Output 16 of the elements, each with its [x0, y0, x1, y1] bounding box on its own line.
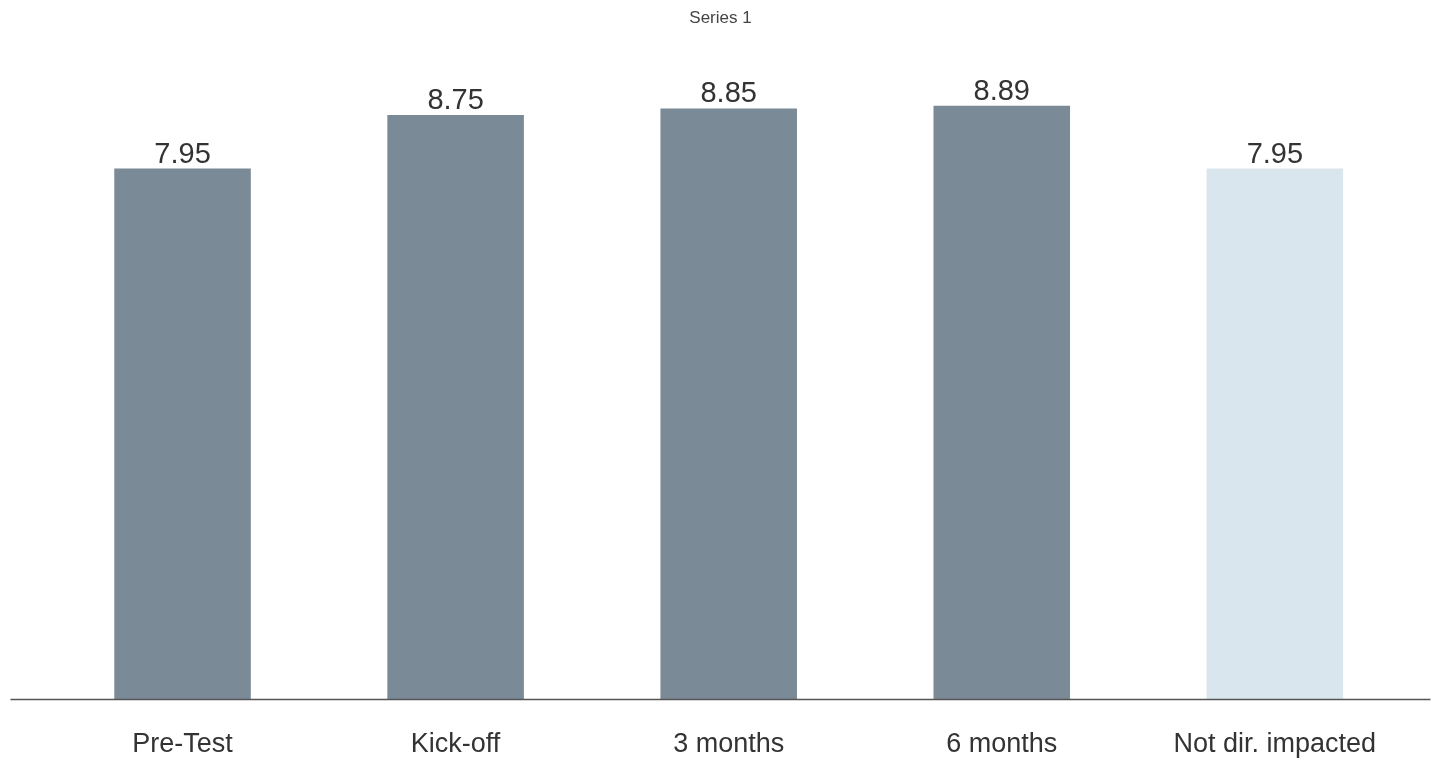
bar: [933, 105, 1071, 700]
x-tick-label: 6 months: [946, 727, 1058, 758]
data-label: 8.75: [427, 83, 484, 116]
x-tick-label: Kick-off: [410, 727, 501, 758]
x-tick-label: 3 months: [673, 727, 785, 758]
x-tick-label: Pre-Test: [132, 727, 234, 758]
data-label: 8.85: [700, 76, 757, 109]
bar: [660, 108, 797, 700]
bar: [1206, 168, 1344, 700]
data-label: 8.89: [973, 73, 1030, 106]
data-label: 7.95: [154, 136, 211, 169]
bar: [114, 168, 251, 700]
x-tick-label: Not dir. impacted: [1173, 727, 1377, 758]
data-label: 7.95: [1246, 136, 1304, 169]
bar: [387, 115, 524, 700]
chart-title: Series 1: [689, 7, 752, 27]
